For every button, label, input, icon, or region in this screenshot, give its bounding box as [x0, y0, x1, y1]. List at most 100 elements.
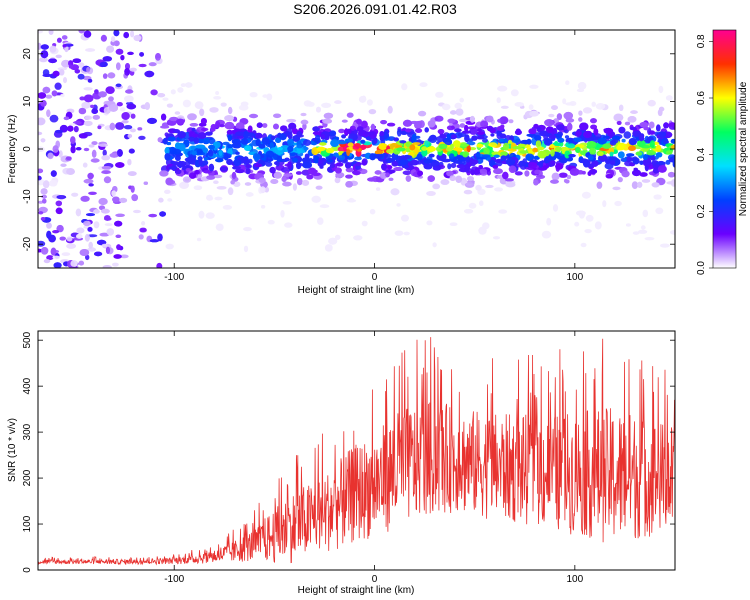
spectrogram-cell — [335, 167, 342, 174]
spectrogram-cell — [52, 70, 60, 77]
spectrogram-cell — [260, 186, 266, 194]
spectrogram-cell — [500, 151, 508, 157]
spectrogram-cell — [292, 157, 298, 163]
spectrogram-cell — [444, 139, 452, 146]
spectrogram-cell — [115, 213, 125, 217]
spectrogram-cell — [346, 128, 352, 134]
spectrogram-cell — [288, 122, 297, 130]
spectrogram-cell — [366, 99, 373, 106]
spectrogram-cell — [302, 139, 312, 146]
spectrogram-cell — [491, 151, 501, 156]
spectrogram-cell — [551, 105, 558, 110]
spectrogram-cell — [150, 89, 158, 96]
spectrogram-cell — [657, 165, 667, 173]
spectrogram-cell — [87, 227, 93, 232]
spectrogram-cell — [83, 178, 94, 184]
spectrogram-cell — [73, 125, 79, 133]
spectrogram-cell — [40, 50, 49, 59]
spectrogram-cell — [361, 120, 368, 129]
spectrogram-cell — [659, 131, 666, 138]
spectrogram-cell — [72, 120, 82, 125]
spectrogram-cell — [281, 176, 287, 182]
spectrogram-cell — [474, 167, 480, 174]
spectrogram-cell — [544, 138, 553, 146]
spectrogram-cell — [450, 110, 457, 115]
spectrogram-cell — [565, 80, 570, 85]
spectrogram-cell — [633, 167, 638, 171]
spectrogram-cell — [602, 135, 610, 139]
spectrogram-cell — [88, 144, 95, 148]
spectrogram-cell — [191, 127, 196, 132]
spectrogram-cell — [85, 48, 96, 52]
spectrogram-cell — [207, 149, 214, 157]
spectrogram-cell — [552, 128, 558, 136]
spectrogram-cell — [245, 168, 251, 175]
spectrogram-cell — [646, 150, 656, 156]
spectrogram-cell — [157, 93, 166, 98]
spectrogram-cell — [470, 169, 475, 176]
spectrogram-cell — [546, 217, 552, 226]
spectrogram-x-ticks: -100 0 100 — [164, 30, 584, 283]
spectrogram-cell — [286, 118, 297, 123]
spectrogram-cell — [319, 204, 330, 209]
spectrogram-cell — [326, 158, 334, 163]
colorbar-label: Normalized spectral amplitude — [738, 81, 749, 216]
spectrogram-cell — [649, 140, 655, 148]
spectrogram-cell — [402, 155, 412, 159]
spectrogram-cell — [613, 113, 624, 122]
spectrogram-cell — [316, 106, 321, 113]
spectrogram-y-ticks: -20 -10 0 10 20 — [22, 48, 675, 251]
spectrogram-cell — [46, 230, 52, 239]
spectrogram-cell — [387, 105, 393, 114]
spectrogram-cell — [194, 101, 204, 109]
spectrogram-cell — [573, 137, 582, 143]
spectrogram-cell — [557, 155, 564, 160]
spectrogram-cell — [213, 180, 219, 184]
spectrogram-cell — [83, 87, 93, 91]
spectrogram-cell — [184, 139, 190, 147]
spectrogram-cell — [552, 204, 559, 212]
spectrogram-cell — [115, 122, 125, 130]
spectrogram-cell — [249, 92, 258, 98]
spectrogram-cell — [358, 96, 367, 103]
spectrogram-cell — [380, 120, 387, 125]
spectrogram-cell — [477, 128, 482, 132]
spectrogram-cell — [85, 254, 90, 261]
spectrogram-cell — [528, 104, 534, 110]
spectrogram-cell — [70, 136, 76, 145]
spectrogram-cell — [127, 158, 132, 166]
spectrogram-cell — [517, 143, 527, 148]
spectrogram-cell — [185, 82, 193, 88]
spectrogram-cell — [198, 159, 203, 166]
spectrogram-cell — [564, 135, 570, 139]
spectrogram-cell — [248, 113, 259, 119]
spectrogram-cell — [624, 121, 631, 126]
spectrogram-cell — [609, 151, 614, 157]
snr-x-label: Height of straight line (km) — [298, 585, 415, 596]
spectrogram-cell — [123, 31, 129, 39]
spectrogram-cell — [569, 168, 580, 176]
spectrogram-cell — [280, 210, 285, 218]
spectrogram-cell — [414, 121, 423, 130]
spectrogram-cell — [115, 83, 122, 88]
spectrogram-cell — [148, 62, 157, 67]
spectrogram-cell — [66, 168, 75, 175]
spectrogram-cell — [164, 189, 171, 194]
spectrogram-cell — [80, 195, 90, 202]
spectrogram-cell — [98, 91, 107, 98]
spectrogram-cell — [216, 186, 227, 190]
spectrogram-cell — [455, 108, 464, 116]
spectrogram-cell — [467, 176, 474, 182]
spectrogram-cell — [296, 140, 302, 146]
spectrogram-cell — [602, 143, 611, 149]
spectrogram-cell — [508, 119, 514, 124]
spectrogram-cell — [49, 45, 57, 53]
spectrogram-cell — [617, 151, 625, 159]
spectrogram-cell — [463, 189, 473, 195]
spectrogram-cell — [78, 62, 85, 68]
spectrogram-cell — [638, 229, 648, 234]
spectrogram-cell — [619, 104, 624, 112]
spectrogram-cell — [175, 155, 181, 161]
spectrogram-cell — [323, 112, 334, 119]
spectrogram-cell — [437, 129, 445, 134]
